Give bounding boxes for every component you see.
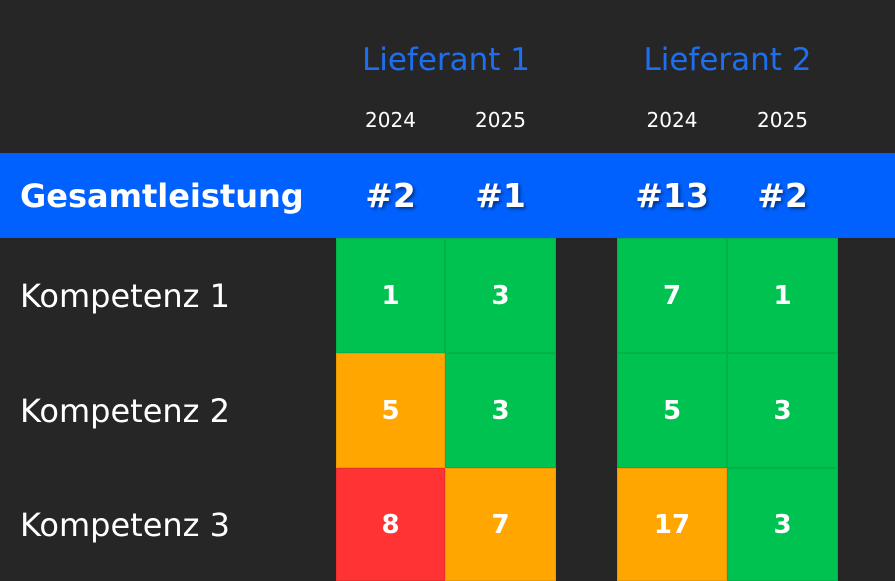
overall-band: [0, 153, 895, 238]
row-label: Kompetenz 2: [20, 391, 230, 430]
overall-rank: #2: [365, 176, 416, 215]
score-cell: 7: [617, 238, 727, 353]
year-label: 2025: [757, 108, 808, 132]
overall-rank: #1: [475, 176, 526, 215]
score-cell: 3: [727, 468, 838, 581]
year-label: 2024: [646, 108, 698, 132]
score-cell: 17: [617, 468, 727, 581]
score-cell: 1: [727, 238, 838, 353]
score-cell: 3: [445, 353, 556, 468]
score-cell: 7: [445, 468, 556, 581]
year-label: 2025: [475, 108, 526, 132]
overall-label: Gesamtleistung: [20, 176, 304, 215]
score-cell: 1: [336, 238, 445, 353]
score-cell: 3: [727, 353, 838, 468]
supplier-name: Lieferant 2: [643, 42, 812, 78]
score-cell: 5: [336, 353, 445, 468]
supplier-name: Lieferant 1: [361, 42, 531, 78]
year-label: 2024: [365, 108, 416, 132]
overall-rank: #2: [757, 176, 808, 215]
score-cell: 8: [336, 468, 445, 581]
score-cell: 5: [617, 353, 727, 468]
score-cell: 3: [445, 238, 556, 353]
row-label: Kompetenz 1: [20, 276, 230, 315]
row-label: Kompetenz 3: [20, 505, 230, 544]
overall-rank: #13: [635, 176, 709, 215]
